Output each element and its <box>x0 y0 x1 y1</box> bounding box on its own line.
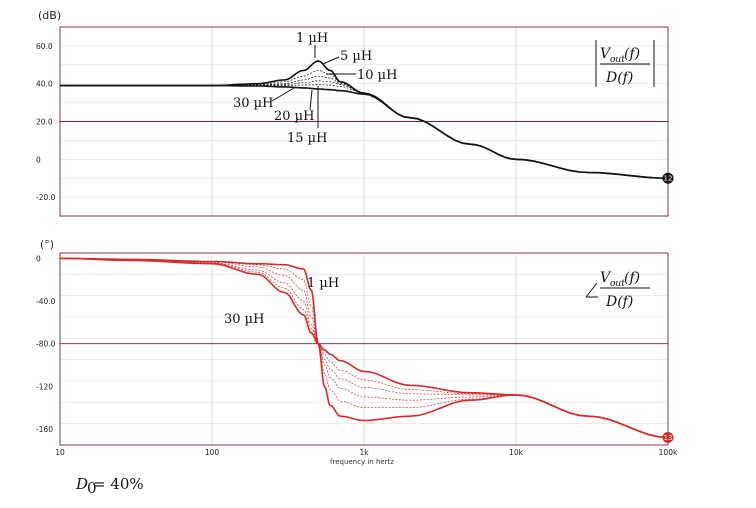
plot-frame <box>59 252 669 446</box>
caption-value: = 40% <box>93 475 144 493</box>
series-line-30h <box>59 257 669 439</box>
series-line-30h <box>60 84 669 179</box>
x-tick-label: 100k <box>659 448 678 457</box>
magnitude-annotations: 1 µH 5 µH 10 µH 30 µH 20 µH 15 µH <box>233 31 397 146</box>
annotation-10uH: 10 µH <box>357 68 397 83</box>
y-tick-label: -20.0 <box>36 193 56 202</box>
annotation-5uH: 5 µH <box>340 49 372 64</box>
equation-numerator-v: V <box>600 46 612 62</box>
annotation-20uH: 20 µH <box>274 109 314 124</box>
y-tick-label: 0 <box>36 254 41 263</box>
x-tick-label: 100 <box>205 448 220 457</box>
angle-symbol-icon <box>585 282 598 298</box>
magnitude-panel: -20.0 0 20.0 40.0 60.0 12 <box>36 26 674 217</box>
plot-frame <box>59 26 669 217</box>
x-tick-label: 10k <box>509 448 524 457</box>
phase-annotations: 1 µH 30 µH <box>224 276 339 327</box>
phase-panel: -160 -120 -80.0 -40.0 0 10 100 1k 10k 100k 13 <box>36 252 678 457</box>
phase-annotation-1uH: 1 µH <box>307 276 339 291</box>
caption-symbol: D <box>75 475 88 493</box>
annotation-arrow <box>271 87 295 102</box>
phase-equation-denominator: D(f) <box>605 294 633 310</box>
phase-equation: V out (f) D(f) <box>585 270 650 310</box>
annotation-arrow <box>309 89 313 111</box>
phase-unit-label: (°) <box>40 238 54 251</box>
duty-cycle-caption: D 0 = 40% <box>75 475 144 497</box>
y-tick-label: -160 <box>36 425 53 434</box>
phase-equation-numerator-sub: out <box>610 279 625 289</box>
annotation-30uH: 30 µH <box>233 96 273 111</box>
equation-numerator-sub: out <box>610 55 625 65</box>
equation-numerator-f: (f) <box>624 46 640 62</box>
caption-subscript: 0 <box>87 479 97 497</box>
y-tick-label: 0 <box>36 155 41 164</box>
end-marker-label: 12 <box>664 175 673 183</box>
end-marker <box>662 172 674 184</box>
annotation-1uH: 1 µH <box>296 31 328 46</box>
y-tick-label: -80.0 <box>36 340 56 349</box>
x-tick-label: 1k <box>359 448 369 457</box>
magnitude-equation: V out (f) D(f) <box>595 40 655 87</box>
series-line-5h <box>59 257 669 438</box>
phase-equation-numerator-f: (f) <box>624 270 640 286</box>
y-tick-label: -40.0 <box>36 297 56 306</box>
y-tick-label: 20.0 <box>36 118 53 127</box>
series-line-10h <box>59 257 669 438</box>
x-axis-title: frequency in hertz <box>330 458 394 466</box>
x-tick-label: 10 <box>55 448 65 457</box>
phase-annotation-30uH: 30 µH <box>224 312 264 327</box>
end-marker-label: 13 <box>664 434 673 442</box>
end-marker <box>662 432 674 444</box>
equation-denominator: D(f) <box>605 70 633 86</box>
magnitude-unit-label: (dB) <box>38 9 61 22</box>
annotation-arrow <box>322 56 340 65</box>
y-tick-label: 60.0 <box>36 42 53 51</box>
annotation-15uH: 15 µH <box>287 131 327 146</box>
phase-equation-numerator-v: V <box>600 270 612 286</box>
series-line-15h <box>59 257 669 438</box>
y-tick-label: 40.0 <box>36 80 53 89</box>
series-line-1h <box>59 257 669 439</box>
y-tick-label: -120 <box>36 382 53 391</box>
